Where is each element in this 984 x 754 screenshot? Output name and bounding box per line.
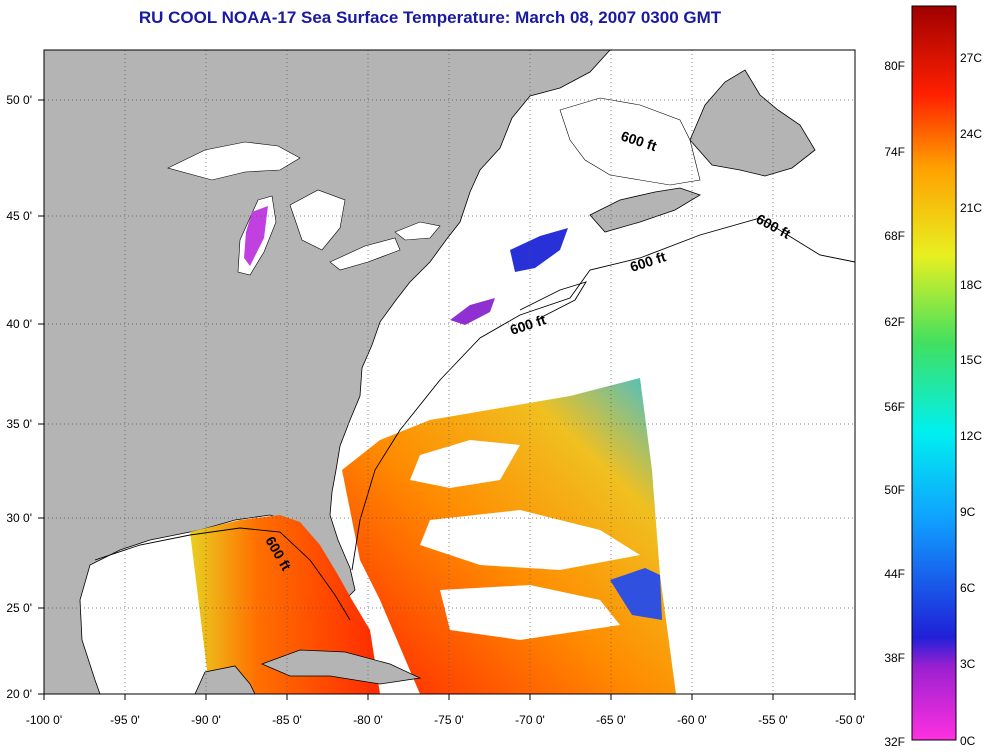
colorbar-f-label: 44F — [884, 567, 905, 581]
lon-tick-label: -50 0' — [835, 713, 865, 727]
lat-tick-label: 30 0' — [6, 511, 32, 525]
lon-tick-label: -80 0' — [353, 713, 383, 727]
cloud-gap-2 — [420, 510, 640, 570]
grid — [44, 50, 855, 694]
lake-huron — [289, 189, 346, 251]
colorbar-c-label: 9C — [960, 505, 976, 519]
colorbar-c-label: 27C — [960, 51, 982, 65]
map-title: RU COOL NOAA-17 Sea Surface Temperature:… — [138, 8, 722, 27]
gulf-st-lawrence — [559, 97, 701, 186]
lake-michigan-sst — [244, 206, 268, 266]
isobath-line-atlantic — [351, 217, 855, 571]
colorbar-f-label: 50F — [884, 483, 905, 497]
lat-tick-label: 40 0' — [6, 317, 32, 331]
colorbar-f-label: 38F — [884, 651, 905, 665]
isobath-line-georges — [519, 281, 588, 319]
lon-tick-label: -90 0' — [191, 713, 221, 727]
land-newfoundland — [689, 69, 816, 177]
land-yucatan — [194, 665, 256, 694]
lat-tick-label: 25 0' — [6, 601, 32, 615]
land-cuba — [260, 649, 422, 685]
cold-shelf-gulf-of-maine — [510, 228, 568, 272]
lake-superior — [167, 141, 301, 181]
colorbar-f-label: 62F — [884, 315, 905, 329]
lon-tick-label: -95 0' — [110, 713, 140, 727]
lon-tick-label: -65 0' — [596, 713, 626, 727]
lat-tick-label: 45 0' — [6, 209, 32, 223]
colorbar-c-label: 0C — [960, 734, 976, 748]
isobath-line-gulf — [94, 527, 351, 621]
colorbar-c-label: 6C — [960, 581, 976, 595]
lon-tick-label: -100 0' — [26, 713, 62, 727]
lon-tick-label: -55 0' — [758, 713, 788, 727]
lat-tick-label: 20 0' — [6, 687, 32, 701]
colorbar-c-label: 24C — [960, 127, 982, 141]
land-nova-scotia — [589, 187, 701, 233]
gulf-sst-patch — [190, 515, 380, 694]
lon-tick-label: -75 0' — [434, 713, 464, 727]
cloud-gap-1 — [410, 440, 520, 488]
colorbar-c-label: 12C — [960, 429, 982, 443]
lake-ontario — [394, 221, 441, 241]
lon-tick-label: -70 0' — [515, 713, 545, 727]
colorbar-c-label: 21C — [960, 201, 982, 215]
lon-tick-label: -85 0' — [272, 713, 302, 727]
land-north-america — [44, 50, 611, 694]
lat-tick-label: 50 0' — [6, 93, 32, 107]
cloud-gap-3 — [440, 585, 620, 640]
colorbar-c-label: 3C — [960, 657, 976, 671]
colorbar-f-label: 80F — [884, 59, 905, 73]
lat-tick-label: 35 0' — [6, 417, 32, 431]
colorbar — [911, 5, 957, 741]
cold-shelf-mid-atlantic — [450, 298, 495, 325]
lake-erie — [329, 237, 401, 271]
cold-patch-east — [610, 568, 662, 620]
colorbar-f-label: 56F — [884, 400, 905, 414]
colorbar-f-label: 74F — [884, 145, 905, 159]
colorbar-f-label: 68F — [884, 229, 905, 243]
colorbar-c-label: 18C — [960, 278, 982, 292]
axis-ticks — [38, 99, 856, 700]
colorbar-f-label: 32F — [884, 735, 905, 749]
lon-tick-label: -60 0' — [677, 713, 707, 727]
colorbar-c-label: 15C — [960, 353, 982, 367]
